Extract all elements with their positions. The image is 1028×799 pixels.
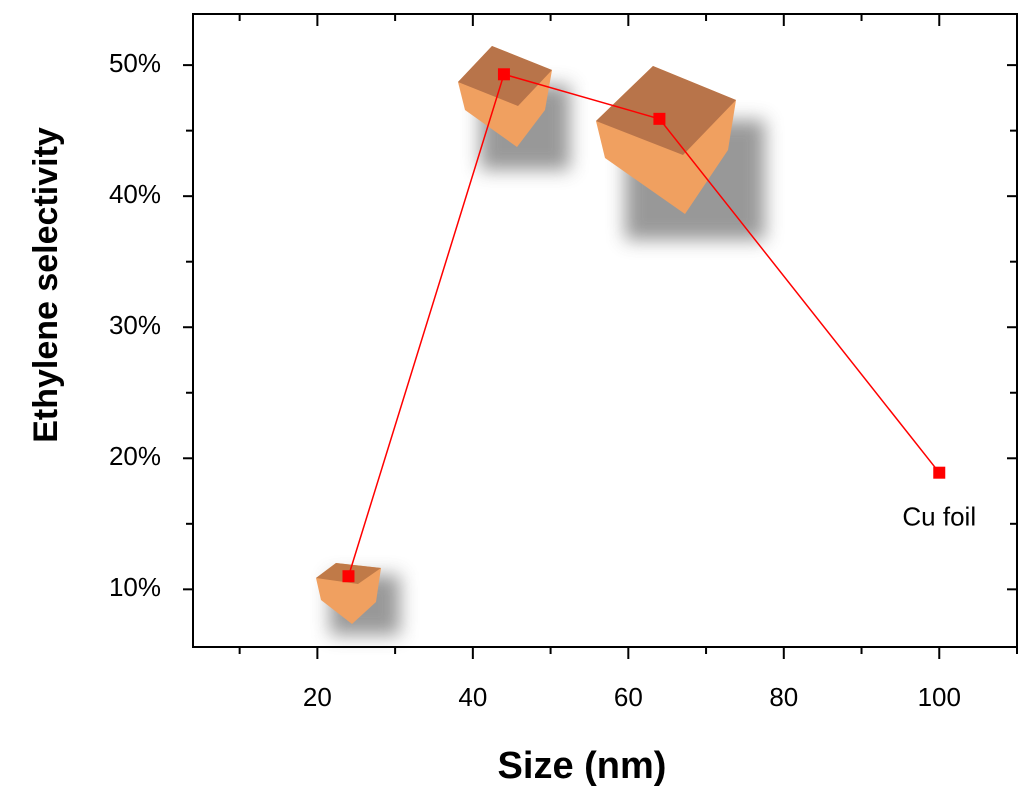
- x-tick-label: 80: [769, 682, 798, 712]
- y-tick-label: 40%: [109, 179, 161, 209]
- x-tick-label: 20: [303, 682, 332, 712]
- marker: [653, 113, 665, 125]
- y-tick-label: 50%: [109, 48, 161, 78]
- x-tick-label: 60: [614, 682, 643, 712]
- marker: [342, 570, 354, 582]
- y-tick-label: 20%: [109, 441, 161, 471]
- y-tick-label: 30%: [109, 310, 161, 340]
- marker: [498, 68, 510, 80]
- annotation: Cu foil: [902, 502, 976, 532]
- cube-illustrations: [316, 46, 765, 635]
- y-tick-label: 10%: [109, 572, 161, 602]
- x-tick-label: 100: [918, 682, 961, 712]
- x-tick-label: 40: [458, 682, 487, 712]
- x-axis-label: Size (nm): [498, 745, 667, 787]
- chart: Size (nm) Ethylene selectivity 20 40 60 80 1…: [0, 0, 1028, 799]
- y-axis-label: Ethylene selectivity: [27, 127, 65, 443]
- plot-frame: [193, 14, 1017, 647]
- marker: [933, 467, 945, 479]
